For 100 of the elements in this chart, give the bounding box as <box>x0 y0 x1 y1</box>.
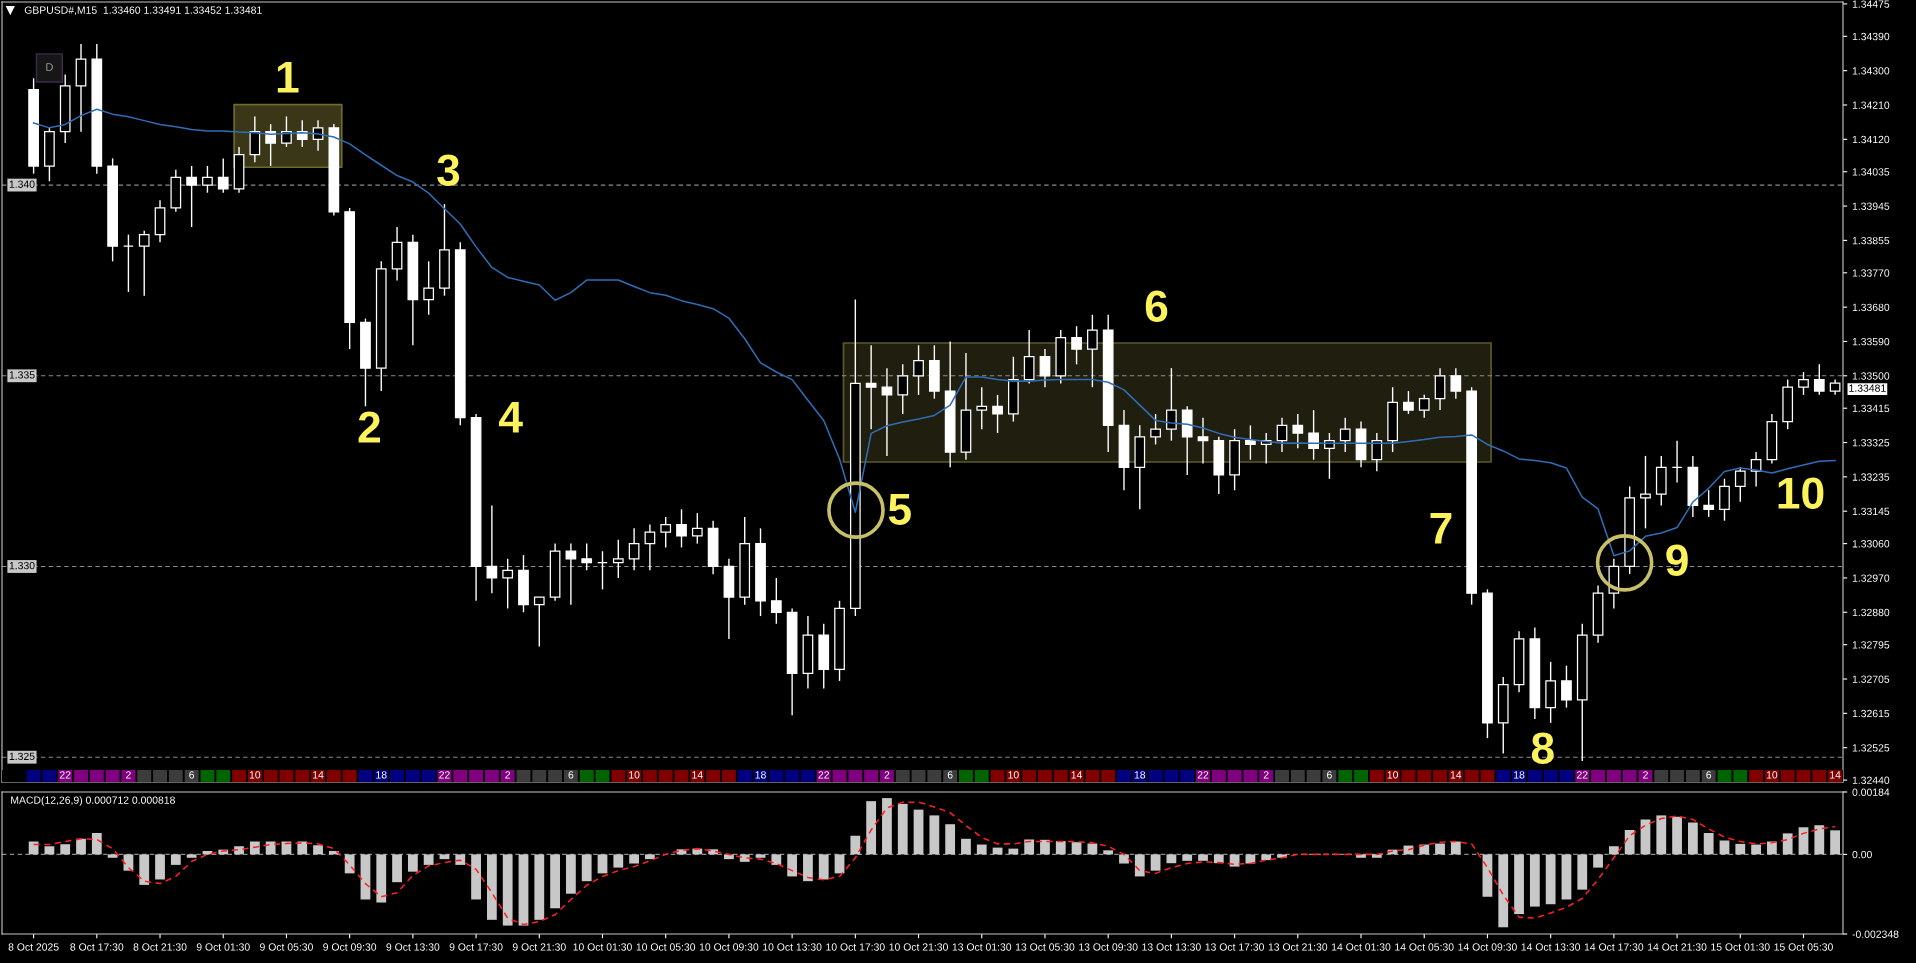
annotation: 9 <box>1666 544 1688 576</box>
bar <box>1055 841 1066 855</box>
bar <box>1245 854 1256 864</box>
y-tick-label: 1.33590 <box>1852 337 1890 346</box>
bar <box>1024 839 1035 855</box>
candlestick <box>1798 371 1809 396</box>
candlestick <box>1087 314 1098 388</box>
x-tick-label: 14 <box>1071 771 1083 779</box>
x-tick-label: 6 <box>1706 771 1712 779</box>
bar <box>929 815 940 855</box>
bar <box>344 854 355 874</box>
bar <box>850 835 861 855</box>
candlestick <box>1276 417 1288 453</box>
x-tick-label: 10 Oct 05:30 <box>636 943 696 951</box>
annotation: 10 <box>1778 477 1824 509</box>
x-tick-label: 2 <box>126 771 131 779</box>
bar <box>565 854 576 894</box>
candlestick <box>249 115 261 163</box>
x-tick-label: 14 <box>1450 771 1462 779</box>
annotation: 3 <box>437 154 460 186</box>
bar <box>1150 854 1161 871</box>
bar <box>392 854 402 883</box>
bar <box>597 854 608 874</box>
bar <box>945 824 956 855</box>
candlestick <box>1166 367 1177 442</box>
x-tick-label: 9 Oct 01:30 <box>196 943 250 951</box>
x-tick-label: 2 <box>505 771 511 779</box>
candlestick <box>1071 325 1082 366</box>
candlestick <box>913 344 924 396</box>
bar <box>60 844 71 855</box>
x-tick-label: 15 Oct 01:30 <box>1711 943 1770 951</box>
x-tick-label: 14 <box>692 771 703 779</box>
x-tick-label: 13 Oct 17:30 <box>1205 943 1265 951</box>
bar <box>1371 854 1382 858</box>
bar <box>455 854 466 865</box>
candlestick <box>217 157 229 194</box>
x-tick-label: 22 <box>818 771 829 779</box>
x-tick-label: 18 <box>1514 771 1525 779</box>
bar <box>613 854 624 868</box>
bar <box>976 844 987 855</box>
bar <box>313 845 323 855</box>
bar <box>771 854 782 865</box>
x-tick-label: 22 <box>59 771 71 779</box>
candlestick <box>423 260 435 316</box>
candlestick <box>992 394 1003 434</box>
bar <box>1703 833 1714 855</box>
candlestick <box>612 539 624 579</box>
text: 1.33481 <box>1849 384 1886 392</box>
x-tick-label: 22 <box>439 771 450 779</box>
candlestick <box>1292 413 1304 449</box>
y-tick-label: 1.34475 <box>1852 0 1890 8</box>
candlestick <box>1039 348 1051 388</box>
candlestick <box>1734 466 1746 503</box>
x-tick-label: 10 <box>1387 771 1399 779</box>
bar <box>897 803 908 855</box>
x-tick-label: 8 Oct 2025 <box>8 943 59 951</box>
bar <box>376 854 387 903</box>
bar <box>91 833 102 855</box>
bar <box>1134 854 1145 877</box>
bar <box>486 854 497 920</box>
y-tick-label: 1.34035 <box>1852 168 1890 176</box>
y-tick-label: 1.33680 <box>1852 303 1890 312</box>
annotation: 6 <box>1145 290 1168 322</box>
candlestick <box>1371 432 1383 472</box>
bar <box>645 854 655 860</box>
x-tick-label: 6 <box>568 771 574 779</box>
x-tick-label: 13 Oct 21:30 <box>1268 943 1328 951</box>
bar <box>1735 843 1746 855</box>
bar <box>1450 841 1461 855</box>
bar <box>787 854 798 877</box>
candlestick <box>597 550 608 591</box>
bar <box>755 854 766 858</box>
candlestick <box>1403 390 1414 415</box>
x-tick-label: 13 Oct 09:30 <box>1079 943 1138 951</box>
y-tick-label: 1.34390 <box>1852 32 1890 41</box>
bar <box>107 854 118 858</box>
candlestick <box>1813 363 1825 396</box>
bar <box>1656 815 1667 855</box>
candlestick <box>1197 417 1209 465</box>
candlestick <box>1308 409 1319 461</box>
x-tick-label: 14 Oct 17:30 <box>1584 943 1644 951</box>
candlestick <box>897 363 909 415</box>
y-tick-label: 1.33325 <box>1852 439 1890 447</box>
bar <box>1830 830 1840 855</box>
candlestick <box>565 542 577 606</box>
candlestick <box>1339 417 1351 453</box>
candlestick <box>881 367 893 457</box>
bar <box>550 854 560 909</box>
y-tick-label: 1.32440 <box>1852 776 1890 784</box>
candlestick <box>486 504 498 594</box>
annotation: 2 <box>358 411 380 443</box>
bar <box>44 846 55 855</box>
y-tick-label: 1.34120 <box>1852 135 1890 144</box>
bar <box>1640 819 1651 855</box>
bar <box>1040 839 1050 855</box>
x-tick-label: 10 <box>629 771 640 779</box>
y-tick-label: 1.33770 <box>1852 269 1890 277</box>
y-tick-label: 1.33145 <box>1852 507 1890 516</box>
bar <box>1182 854 1193 861</box>
x-tick-label: 10 Oct 13:30 <box>763 943 822 951</box>
